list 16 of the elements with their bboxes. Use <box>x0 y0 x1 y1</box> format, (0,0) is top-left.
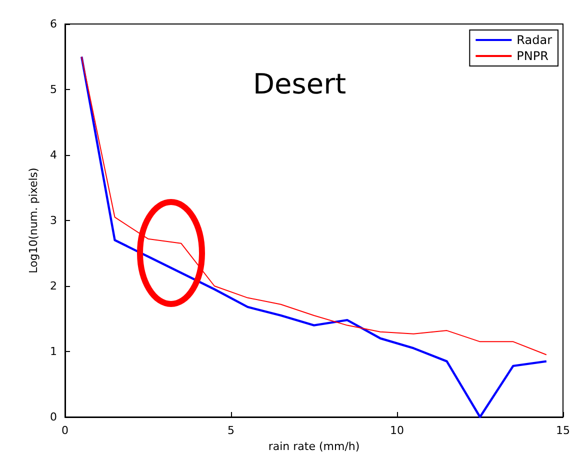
y-tick-label: 5 <box>50 83 57 96</box>
annotation: Desert <box>253 68 346 100</box>
x-tick-label: 0 <box>62 424 68 437</box>
y-tick-label: 3 <box>50 214 57 227</box>
x-tick-label: 15 <box>556 424 570 437</box>
x-tick-label: 10 <box>390 424 404 437</box>
legend-label: PNPR <box>516 49 548 63</box>
y-tick-label: 2 <box>50 280 57 292</box>
legend-label: Radar <box>516 33 552 47</box>
y-tick-label: 0 <box>50 410 57 424</box>
y-tick-label: 6 <box>50 18 57 30</box>
x-axis-title: rain rate (mm/h) <box>268 440 360 453</box>
y-tick-label: 4 <box>50 148 57 162</box>
y-tick-label: 1 <box>50 345 57 358</box>
x-tick-label: 5 <box>228 424 234 437</box>
y-axis-title: Log10(num. pixels) <box>27 168 40 274</box>
